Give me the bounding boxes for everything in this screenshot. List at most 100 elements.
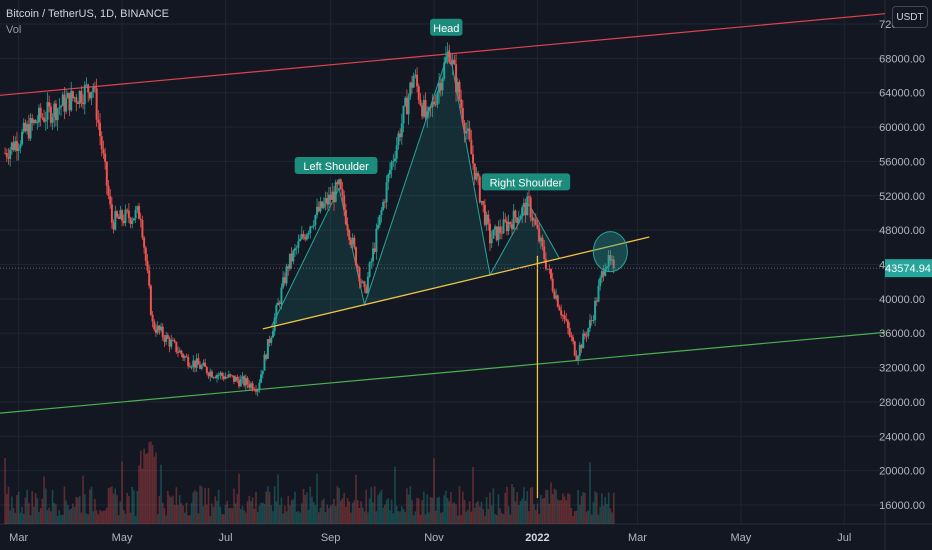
- volume-bar: [38, 511, 40, 524]
- volume-bar: [416, 497, 418, 524]
- candle-body: [188, 366, 191, 368]
- candle-body: [88, 92, 91, 99]
- volume-bar: [509, 514, 512, 524]
- volume-bar: [589, 462, 591, 524]
- currency-badge[interactable]: USDT: [892, 6, 928, 28]
- volume-bar: [521, 498, 523, 524]
- candle-body: [173, 340, 176, 342]
- candle-body: [331, 191, 334, 200]
- candle-body: [329, 194, 332, 200]
- candle-body: [200, 365, 203, 369]
- volume-bar: [395, 505, 398, 524]
- volume-bar: [122, 510, 125, 524]
- y-tick-label: 32000.00: [879, 363, 925, 375]
- volume-bar: [556, 499, 559, 524]
- volume-bar: [460, 515, 462, 524]
- volume-bar: [501, 513, 503, 524]
- volume-legend[interactable]: Vol: [6, 24, 22, 36]
- volume-bar: [156, 514, 159, 524]
- last-price-badge: [885, 259, 932, 278]
- volume-bar: [192, 492, 195, 524]
- candle-body: [609, 255, 612, 261]
- volume-bar: [565, 500, 568, 524]
- candle-body: [543, 246, 546, 260]
- candle-body: [149, 285, 152, 315]
- candle-body: [51, 117, 54, 123]
- candle-body: [575, 355, 578, 361]
- candle-body: [85, 84, 88, 86]
- volume-bar: [573, 511, 576, 524]
- volume-bar: [606, 504, 608, 524]
- y-tick-label: 20000.00: [879, 466, 925, 478]
- candle-body: [248, 384, 251, 388]
- volume-bar: [21, 506, 23, 524]
- volume-bar: [484, 515, 486, 524]
- volume-bar: [280, 497, 283, 524]
- candle-body: [119, 210, 122, 220]
- volume-bar: [611, 512, 613, 524]
- candle-body: [204, 362, 207, 367]
- volume-bar: [423, 491, 425, 524]
- candle-body: [326, 197, 329, 205]
- candle-body: [54, 103, 57, 121]
- volume-bar: [121, 461, 123, 524]
- volume-bar: [139, 450, 142, 524]
- volume-bar: [572, 515, 574, 524]
- volume-bar: [119, 501, 122, 524]
- volume-bar: [104, 510, 106, 524]
- candle-body: [449, 62, 452, 65]
- candle-body: [43, 117, 46, 122]
- volume-bar: [39, 508, 42, 524]
- candle-body: [141, 220, 144, 238]
- volume-bar: [63, 486, 66, 524]
- volume-bar: [65, 500, 67, 524]
- candle-body: [148, 270, 151, 286]
- volume-bar: [368, 498, 371, 524]
- candle-body: [285, 266, 288, 284]
- volume-bar: [14, 512, 17, 524]
- candle-body: [56, 108, 59, 121]
- volume-bar: [319, 507, 322, 524]
- candle-body: [339, 179, 342, 190]
- volume-bar: [129, 512, 132, 524]
- candle-body: [209, 371, 212, 377]
- volume-bar: [414, 511, 417, 524]
- candle-body: [334, 182, 337, 203]
- volume-bar: [185, 502, 188, 524]
- volume-bar: [143, 448, 145, 524]
- volume-bar: [168, 495, 171, 524]
- candle-body: [394, 158, 397, 162]
- volume-bar: [22, 514, 25, 524]
- candle-body: [158, 325, 161, 331]
- volume-bar: [458, 486, 461, 524]
- volume-bar: [224, 504, 227, 524]
- volume-bar: [480, 501, 483, 524]
- volume-bar: [455, 504, 457, 524]
- volume-bar: [80, 512, 83, 524]
- volume-bar: [277, 474, 279, 524]
- volume-bar: [239, 509, 242, 524]
- candle-body: [70, 91, 73, 111]
- volume-bar: [443, 495, 445, 524]
- volume-bar: [17, 491, 20, 524]
- candle-body: [421, 105, 424, 117]
- volume-bar: [165, 515, 167, 524]
- right-shoulder-label: Right Shoulder: [490, 177, 563, 189]
- candle-body: [241, 376, 244, 379]
- volume-bar: [426, 494, 429, 524]
- volume-bar: [316, 473, 318, 524]
- volume-bar: [390, 499, 393, 524]
- candle-body: [46, 102, 49, 120]
- volume-bar: [497, 494, 500, 524]
- candle-body: [53, 103, 56, 118]
- candle-body: [414, 74, 417, 76]
- candle-body: [577, 356, 580, 361]
- volume-bar: [177, 504, 179, 524]
- volume-bar: [339, 500, 342, 524]
- candle-body: [83, 85, 86, 105]
- symbol-legend[interactable]: Bitcoin / TetherUS, 1D, BINANCE: [6, 8, 170, 20]
- candle-body: [87, 84, 90, 93]
- volume-bar: [362, 507, 364, 524]
- candle-body: [199, 364, 202, 369]
